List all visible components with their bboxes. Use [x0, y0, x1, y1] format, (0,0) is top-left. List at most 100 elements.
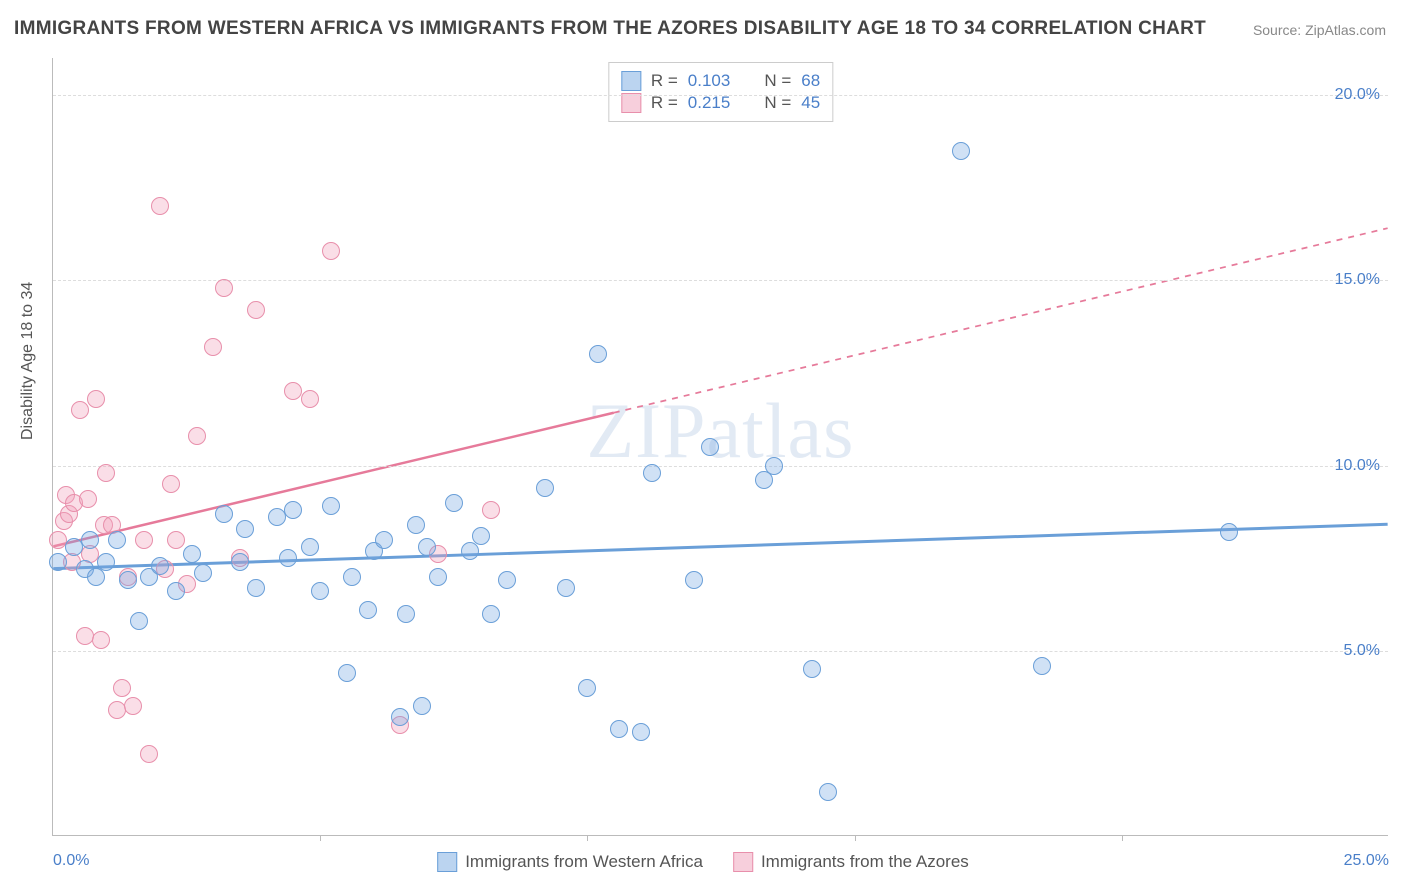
n-value-blue: 68: [801, 71, 820, 91]
n-label: N =: [764, 71, 791, 91]
data-point-pink: [215, 279, 233, 297]
legend-label-pink: Immigrants from the Azores: [761, 852, 969, 872]
data-point-blue: [472, 527, 490, 545]
x-tick-label: 0.0%: [53, 852, 89, 870]
data-point-blue: [445, 494, 463, 512]
data-point-blue: [701, 438, 719, 456]
legend-item-pink: Immigrants from the Azores: [733, 852, 969, 872]
data-point-blue: [461, 542, 479, 560]
data-point-blue: [151, 557, 169, 575]
data-point-blue: [755, 471, 773, 489]
y-tick-label: 5.0%: [1344, 642, 1380, 660]
correlation-legend: R = 0.103 N = 68 R = 0.215 N = 45: [608, 62, 833, 122]
data-point-blue: [498, 571, 516, 589]
data-point-blue: [49, 553, 67, 571]
y-tick-label: 20.0%: [1335, 86, 1380, 104]
y-axis-title: Disability Age 18 to 34: [19, 282, 37, 440]
data-point-blue: [301, 538, 319, 556]
data-point-pink: [247, 301, 265, 319]
data-point-blue: [247, 579, 265, 597]
data-point-blue: [119, 571, 137, 589]
watermark: ZIPatlas: [587, 386, 855, 476]
gridline-h: [53, 280, 1388, 281]
data-point-blue: [536, 479, 554, 497]
data-point-blue: [391, 708, 409, 726]
data-point-blue: [215, 505, 233, 523]
data-point-pink: [188, 427, 206, 445]
swatch-blue: [621, 71, 641, 91]
data-point-blue: [643, 464, 661, 482]
data-point-blue: [130, 612, 148, 630]
data-point-blue: [194, 564, 212, 582]
data-point-pink: [124, 697, 142, 715]
data-point-blue: [1220, 523, 1238, 541]
data-point-blue: [632, 723, 650, 741]
data-point-pink: [204, 338, 222, 356]
legend-row-blue: R = 0.103 N = 68: [621, 71, 820, 91]
data-point-blue: [322, 497, 340, 515]
data-point-pink: [87, 390, 105, 408]
data-point-blue: [765, 457, 783, 475]
data-point-blue: [407, 516, 425, 534]
data-point-blue: [685, 571, 703, 589]
data-point-blue: [167, 582, 185, 600]
data-point-pink: [92, 631, 110, 649]
data-point-blue: [81, 531, 99, 549]
chart-title: IMMIGRANTS FROM WESTERN AFRICA VS IMMIGR…: [14, 18, 1206, 40]
data-point-blue: [557, 579, 575, 597]
data-point-blue: [578, 679, 596, 697]
data-point-blue: [236, 520, 254, 538]
data-point-pink: [482, 501, 500, 519]
trend-line-pink-dashed: [614, 228, 1388, 413]
data-point-pink: [140, 745, 158, 763]
x-tick-mark: [320, 835, 321, 841]
data-point-pink: [167, 531, 185, 549]
gridline-h: [53, 466, 1388, 467]
scatter-chart: ZIPatlas R = 0.103 N = 68 R = 0.215 N = …: [52, 58, 1388, 836]
legend-item-blue: Immigrants from Western Africa: [437, 852, 703, 872]
trend-line-pink-solid: [53, 413, 613, 547]
data-point-blue: [429, 568, 447, 586]
data-point-blue: [589, 345, 607, 363]
r-label: R =: [651, 71, 678, 91]
watermark-zip: ZIP: [587, 387, 707, 474]
data-point-blue: [803, 660, 821, 678]
data-point-pink: [113, 679, 131, 697]
data-point-blue: [482, 605, 500, 623]
data-point-pink: [135, 531, 153, 549]
x-tick-mark: [855, 835, 856, 841]
data-point-blue: [279, 549, 297, 567]
x-tick-label: 25.0%: [1344, 852, 1389, 870]
x-tick-mark: [587, 835, 588, 841]
data-point-blue: [311, 582, 329, 600]
data-point-pink: [97, 464, 115, 482]
series-legend: Immigrants from Western Africa Immigrant…: [437, 852, 969, 872]
swatch-pink: [733, 852, 753, 872]
data-point-blue: [284, 501, 302, 519]
y-tick-label: 15.0%: [1335, 271, 1380, 289]
data-point-blue: [819, 783, 837, 801]
data-point-blue: [418, 538, 436, 556]
legend-label-blue: Immigrants from Western Africa: [465, 852, 703, 872]
data-point-blue: [87, 568, 105, 586]
data-point-blue: [610, 720, 628, 738]
trend-lines: [53, 58, 1388, 835]
data-point-blue: [952, 142, 970, 160]
data-point-blue: [397, 605, 415, 623]
data-point-blue: [231, 553, 249, 571]
data-point-blue: [1033, 657, 1051, 675]
data-point-pink: [301, 390, 319, 408]
data-point-blue: [375, 531, 393, 549]
y-tick-label: 10.0%: [1335, 457, 1380, 475]
data-point-blue: [413, 697, 431, 715]
r-value-blue: 0.103: [688, 71, 731, 91]
data-point-pink: [71, 401, 89, 419]
gridline-h: [53, 651, 1388, 652]
source-attribution: Source: ZipAtlas.com: [1253, 22, 1386, 38]
data-point-blue: [97, 553, 115, 571]
data-point-pink: [322, 242, 340, 260]
gridline-h: [53, 95, 1388, 96]
x-tick-mark: [1122, 835, 1123, 841]
data-point-blue: [108, 531, 126, 549]
data-point-blue: [359, 601, 377, 619]
